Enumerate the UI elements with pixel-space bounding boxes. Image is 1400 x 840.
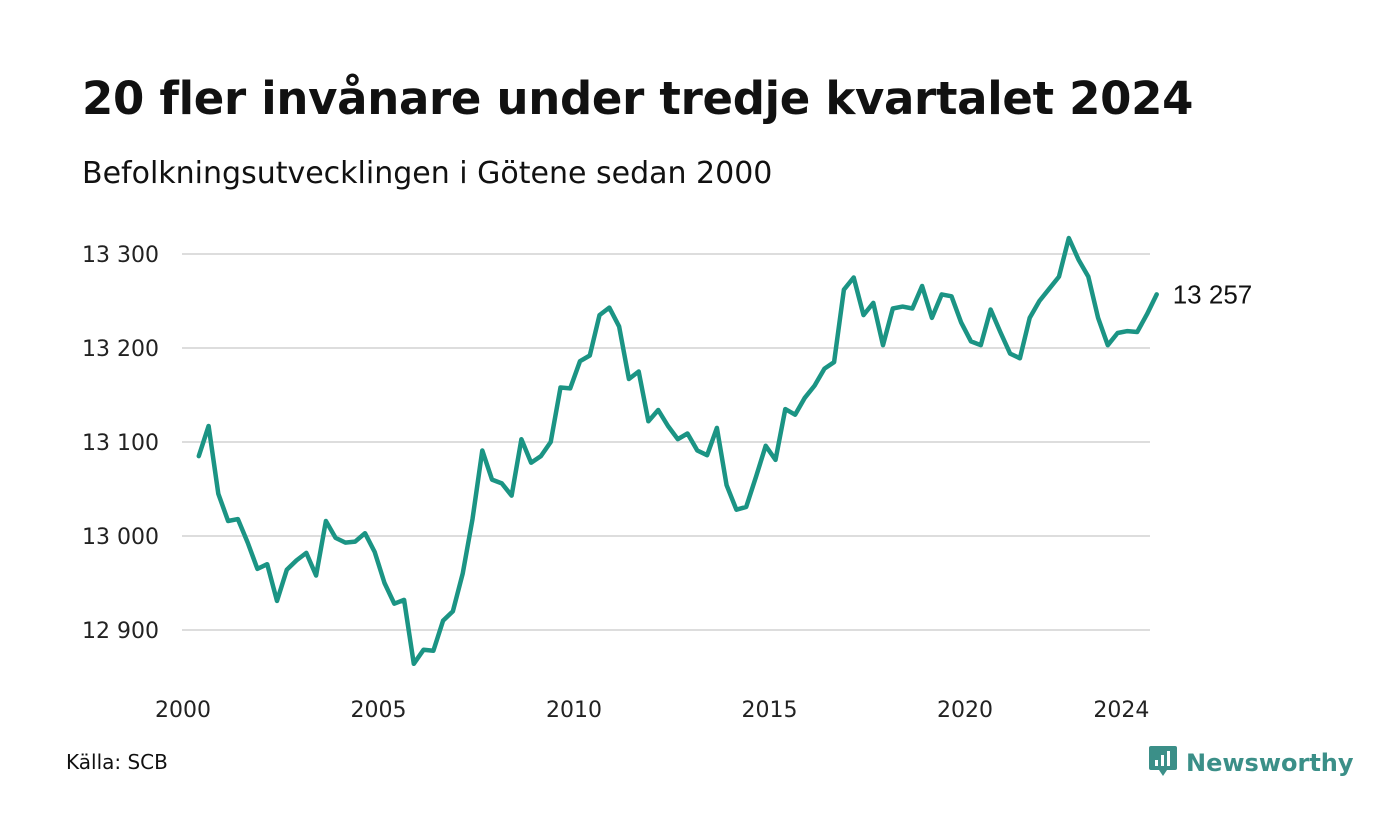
chart-title: 20 fler invånare under tredje kvartalet … xyxy=(82,72,1194,125)
y-tick-label: 12 900 xyxy=(82,619,159,644)
x-tick-label: 2000 xyxy=(155,698,211,723)
x-tick-label: 2010 xyxy=(546,698,602,723)
x-tick-label: 2020 xyxy=(937,698,993,723)
y-tick-label: 13 200 xyxy=(82,337,159,362)
end-value-label: 13 257 xyxy=(1173,279,1253,309)
x-axis-ticks: 2000 2005 2010 2015 2020 2024 xyxy=(155,698,1149,723)
brand-logo[interactable]: Newsworthy xyxy=(1148,744,1354,782)
series-line xyxy=(196,235,1159,667)
gridlines xyxy=(182,253,1150,631)
y-axis-ticks: 13 300 13 200 13 100 13 000 12 900 xyxy=(82,243,159,644)
source-note: Källa: SCB xyxy=(66,750,168,774)
series-layer xyxy=(196,235,1159,667)
x-tick-label: 2005 xyxy=(351,698,407,723)
x-tick-label: 2015 xyxy=(742,698,798,723)
y-tick-label: 13 100 xyxy=(82,431,159,456)
brand-name: Newsworthy xyxy=(1186,749,1354,777)
newsworthy-logo-icon xyxy=(1148,744,1178,782)
chart-subtitle: Befolkningsutvecklingen i Götene sedan 2… xyxy=(82,156,773,191)
x-tick-label: 2024 xyxy=(1093,698,1149,723)
end-label-layer: 13 257 xyxy=(1173,279,1253,309)
y-tick-label: 13 000 xyxy=(82,525,159,550)
y-tick-label: 13 300 xyxy=(82,243,159,268)
